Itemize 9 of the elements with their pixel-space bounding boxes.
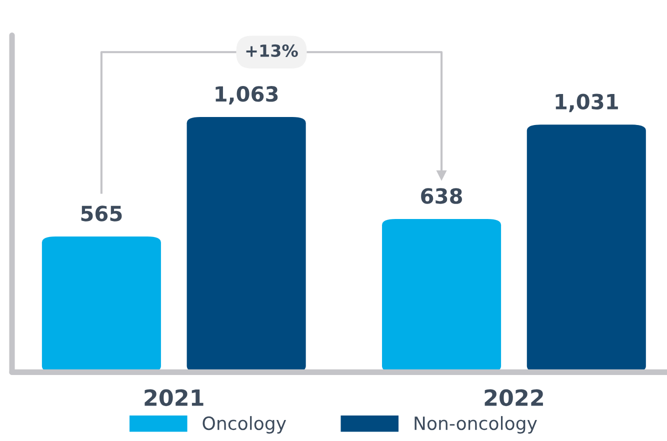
- data-label: 1,063: [216, 86, 278, 104]
- data-label: 1,031: [556, 94, 618, 112]
- legend-label: Oncology: [202, 416, 286, 434]
- data-label: 638: [421, 188, 462, 204]
- x-tick-label: 2022: [484, 389, 543, 406]
- legend-label: Non-oncology: [414, 416, 537, 434]
- text: +13%: [246, 44, 298, 57]
- data-label: 565: [81, 206, 122, 222]
- x-tick-label: 2021: [144, 389, 204, 406]
